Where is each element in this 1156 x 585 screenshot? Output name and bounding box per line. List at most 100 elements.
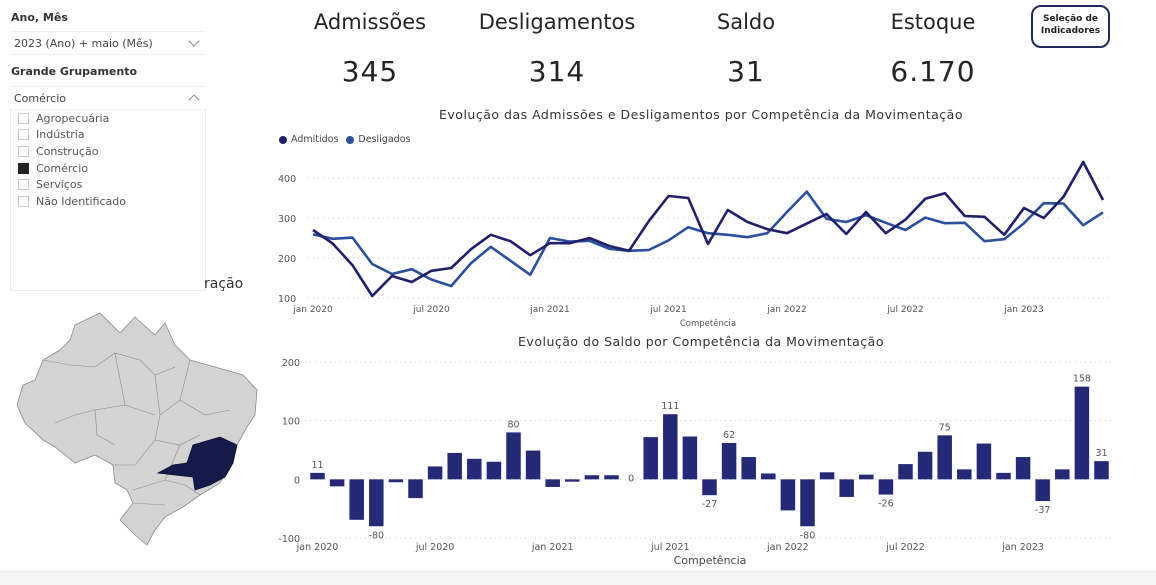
group-option[interactable]: Agropecuária — [11, 110, 205, 127]
data-label: 75 — [939, 422, 951, 433]
bar-chart[interactable]: -100010020011-80800111-2762-80-2675-3715… — [270, 350, 1130, 570]
chevron-down-icon — [188, 35, 199, 46]
saldo-bar[interactable] — [428, 466, 443, 479]
saldo-bar[interactable] — [683, 437, 698, 480]
saldo-bar[interactable] — [977, 444, 992, 480]
x-tick-label: jul 2020 — [412, 305, 450, 315]
saldo-bar[interactable] — [467, 459, 482, 480]
saldo-bar[interactable] — [859, 475, 874, 480]
saldo-bar[interactable] — [369, 479, 384, 526]
bar-chart-title: Evolução do Saldo por Competência da Mov… — [270, 334, 1132, 349]
period-dropdown[interactable]: 2023 (Ano) + maio (Mês) — [10, 31, 206, 55]
saldo-bar[interactable] — [447, 453, 462, 479]
saldo-bar[interactable] — [1075, 387, 1090, 480]
saldo-bar[interactable] — [487, 462, 502, 480]
saldo-bar[interactable] — [781, 479, 796, 510]
saldo-bar[interactable] — [839, 479, 854, 497]
group-option[interactable]: Comércio — [11, 160, 205, 177]
data-label: 62 — [723, 430, 735, 441]
x-tick-label: jul 2020 — [415, 542, 455, 553]
data-label: -37 — [1035, 505, 1051, 516]
group-option-label: Serviços — [36, 178, 82, 191]
saldo-bar[interactable] — [1035, 479, 1050, 501]
saldo-bar[interactable] — [349, 479, 364, 519]
status-footer — [0, 571, 1156, 585]
saldo-bar[interactable] — [957, 469, 972, 479]
group-dropdown-value: Comércio — [14, 92, 66, 105]
data-label: -80 — [369, 530, 385, 541]
group-option[interactable]: Indústria — [11, 127, 205, 144]
group-option-label: Construção — [36, 145, 98, 158]
x-axis-label: Competência — [680, 318, 736, 329]
x-tick-label: jul 2022 — [885, 542, 925, 553]
data-label: -27 — [702, 499, 718, 510]
saldo-bar[interactable] — [898, 464, 913, 479]
checkbox-icon[interactable] — [18, 196, 29, 207]
saldo-bar[interactable] — [918, 452, 933, 480]
checkbox-icon[interactable] — [18, 113, 29, 124]
saldo-bar[interactable] — [506, 432, 521, 479]
y-tick-label: 0 — [294, 475, 300, 486]
group-dropdown[interactable]: Comércio — [10, 86, 206, 110]
saldo-bar[interactable] — [1094, 461, 1109, 479]
y-tick-label: 400 — [278, 174, 296, 185]
legend-desligados-icon — [346, 136, 354, 144]
saldo-bar[interactable] — [702, 479, 717, 495]
indicator-selection-line2: Indicadores — [1033, 25, 1108, 37]
saldo-bar[interactable] — [1055, 469, 1070, 479]
data-label: 111 — [661, 401, 679, 412]
period-filter-label: Ano, Mês — [11, 11, 68, 24]
brazil-map[interactable] — [15, 305, 265, 555]
x-tick-label: jul 2021 — [650, 542, 690, 553]
legend-admitidos-icon — [279, 136, 287, 144]
data-label: 31 — [1095, 448, 1107, 459]
group-option[interactable]: Construção — [11, 143, 205, 160]
data-label: 80 — [507, 419, 519, 430]
saldo-bar[interactable] — [565, 479, 580, 481]
saldo-bar[interactable] — [408, 479, 423, 498]
data-label: -80 — [800, 530, 816, 541]
line-chart-title: Evolução das Admissões e Desligamentos p… — [280, 107, 1122, 122]
saldo-bar[interactable] — [1016, 457, 1031, 479]
saldo-bar[interactable] — [545, 479, 560, 487]
saldo-bar[interactable] — [996, 473, 1011, 479]
saldo-bar[interactable] — [879, 479, 894, 494]
y-tick-label: 100 — [278, 294, 296, 305]
saldo-bar[interactable] — [663, 414, 678, 479]
legend-admitidos-label[interactable]: Admitidos — [291, 134, 338, 145]
saldo-bar[interactable] — [526, 451, 541, 480]
saldo-bar[interactable] — [330, 479, 345, 486]
saldo-bar[interactable] — [722, 443, 737, 479]
y-tick-label: 300 — [278, 214, 296, 225]
data-label: 0 — [628, 473, 634, 484]
data-label: 11 — [311, 460, 323, 471]
x-tick-label: jan 2023 — [1003, 305, 1044, 315]
saldo-bar[interactable] — [741, 457, 756, 479]
x-tick-label: jan 2023 — [1001, 542, 1044, 553]
checkbox-icon[interactable] — [18, 129, 29, 140]
saldo-bar[interactable] — [761, 473, 776, 479]
brazil-shape — [17, 313, 257, 545]
saldo-bar[interactable] — [643, 437, 658, 479]
checkbox-icon[interactable] — [18, 163, 29, 174]
saldo-bar[interactable] — [800, 479, 815, 526]
series-line-admitidos[interactable] — [313, 162, 1103, 296]
legend-desligados-label[interactable]: Desligados — [358, 134, 410, 145]
checkbox-icon[interactable] — [18, 179, 29, 190]
indicator-selection-button[interactable]: Seleção de Indicadores — [1031, 5, 1110, 48]
group-option[interactable]: Não Identificado — [11, 193, 205, 210]
saldo-bar[interactable] — [820, 472, 835, 479]
checkbox-icon[interactable] — [18, 146, 29, 157]
saldo-bar[interactable] — [604, 475, 619, 479]
x-tick-label: jan 2020 — [296, 542, 339, 553]
x-tick-label: jan 2022 — [766, 305, 807, 315]
y-tick-label: 200 — [278, 254, 296, 265]
saldo-bar[interactable] — [310, 473, 325, 479]
saldo-bar[interactable] — [389, 479, 404, 482]
kpi-value: 31 — [656, 55, 836, 88]
saldo-bar[interactable] — [585, 475, 600, 479]
x-tick-label: jan 2021 — [531, 542, 574, 553]
group-option[interactable]: Serviços — [11, 176, 205, 193]
saldo-bar[interactable] — [937, 435, 952, 479]
